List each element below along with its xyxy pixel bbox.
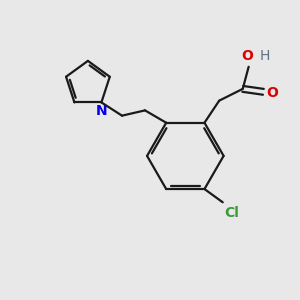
- Text: H: H: [260, 49, 270, 63]
- Text: Cl: Cl: [224, 206, 239, 220]
- Text: N: N: [96, 104, 107, 118]
- Text: O: O: [241, 49, 253, 63]
- Text: O: O: [266, 86, 278, 100]
